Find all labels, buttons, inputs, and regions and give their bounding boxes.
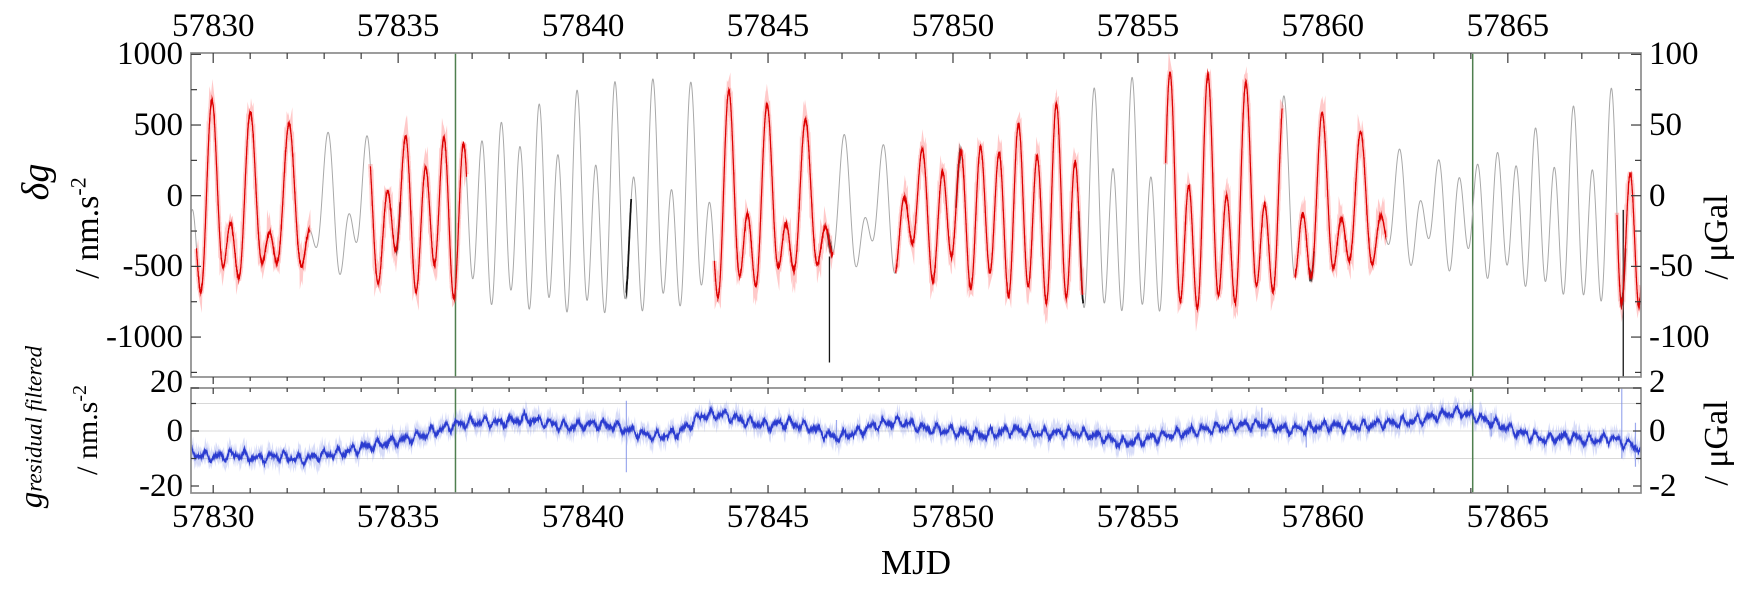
top-panel-left-tick-label-1000: 1000 — [117, 36, 183, 73]
g-residual-symbol: g — [13, 491, 50, 509]
top-panel-y-axis-label: δg — [14, 164, 58, 201]
bottom-panel-y-axis-label: gresidual filtered — [13, 345, 50, 509]
top-x-tick-label-57850: 57850 — [911, 8, 995, 44]
bottom-panel-right-tick-label-0: 0 — [1649, 413, 1666, 449]
bottom-x-tick-label-57840: 57840 — [541, 499, 625, 535]
bottom-x-tick-label-57835: 57835 — [356, 499, 440, 535]
bottom-panel-right-tick-label-2: 2 — [1649, 364, 1666, 400]
bottom-panel-left-tick-label-20: 20 — [150, 364, 183, 400]
bottom-panel-left-tick-label--20: -20 — [139, 468, 183, 504]
top-x-tick-label-57865: 57865 — [1466, 8, 1550, 44]
top-x-tick-label-57840: 57840 — [541, 8, 625, 44]
top-panel-y-axis-unit: / nm.s-2 — [65, 177, 106, 279]
top-x-tick-label-57835: 57835 — [356, 8, 440, 44]
bottom-x-tick-label-57855: 57855 — [1096, 499, 1180, 535]
top-panel-left-tick-label-0: 0 — [166, 177, 184, 214]
right-axis-unit-top: / μGal — [1698, 194, 1735, 280]
x-axis-label: MJD — [880, 543, 952, 582]
top-panel-left-tick-label--1000: -1000 — [106, 319, 183, 356]
bottom-x-tick-label-57845: 57845 — [726, 499, 810, 535]
delta-g-symbol: δg — [15, 163, 57, 201]
bottom-x-tick-label-57865: 57865 — [1466, 499, 1550, 535]
right-axis-unit-bottom: / μGal — [1698, 400, 1735, 486]
top-x-tick-label-57860: 57860 — [1281, 8, 1365, 44]
top-panel-right-tick-label-100: 100 — [1649, 36, 1699, 73]
bottom-x-tick-label-57830: 57830 — [171, 499, 255, 535]
top-panel-left-tick-label--500: -500 — [122, 248, 184, 285]
top-x-tick-label-57830: 57830 — [171, 8, 255, 44]
top-panel-right-tick-label-0: 0 — [1649, 177, 1666, 214]
top-x-tick-label-57855: 57855 — [1096, 8, 1180, 44]
top-panel-right-tick-label-50: 50 — [1649, 107, 1682, 144]
bottom-panel-y-axis-unit: / nm.s-2 — [69, 384, 104, 476]
top-panel-right-tick-label--50: -50 — [1649, 248, 1693, 285]
bottom-panel-right-tick-label--2: -2 — [1649, 468, 1677, 504]
bottom-x-tick-label-57850: 57850 — [911, 499, 995, 535]
bottom-x-tick-label-57860: 57860 — [1281, 499, 1365, 535]
bottom-panel-left-tick-label-0: 0 — [166, 413, 184, 449]
top-panel-left-tick-label-500: 500 — [133, 107, 184, 144]
top-panel-right-tick-label--100: -100 — [1649, 319, 1710, 356]
top-x-tick-label-57845: 57845 — [726, 8, 810, 44]
